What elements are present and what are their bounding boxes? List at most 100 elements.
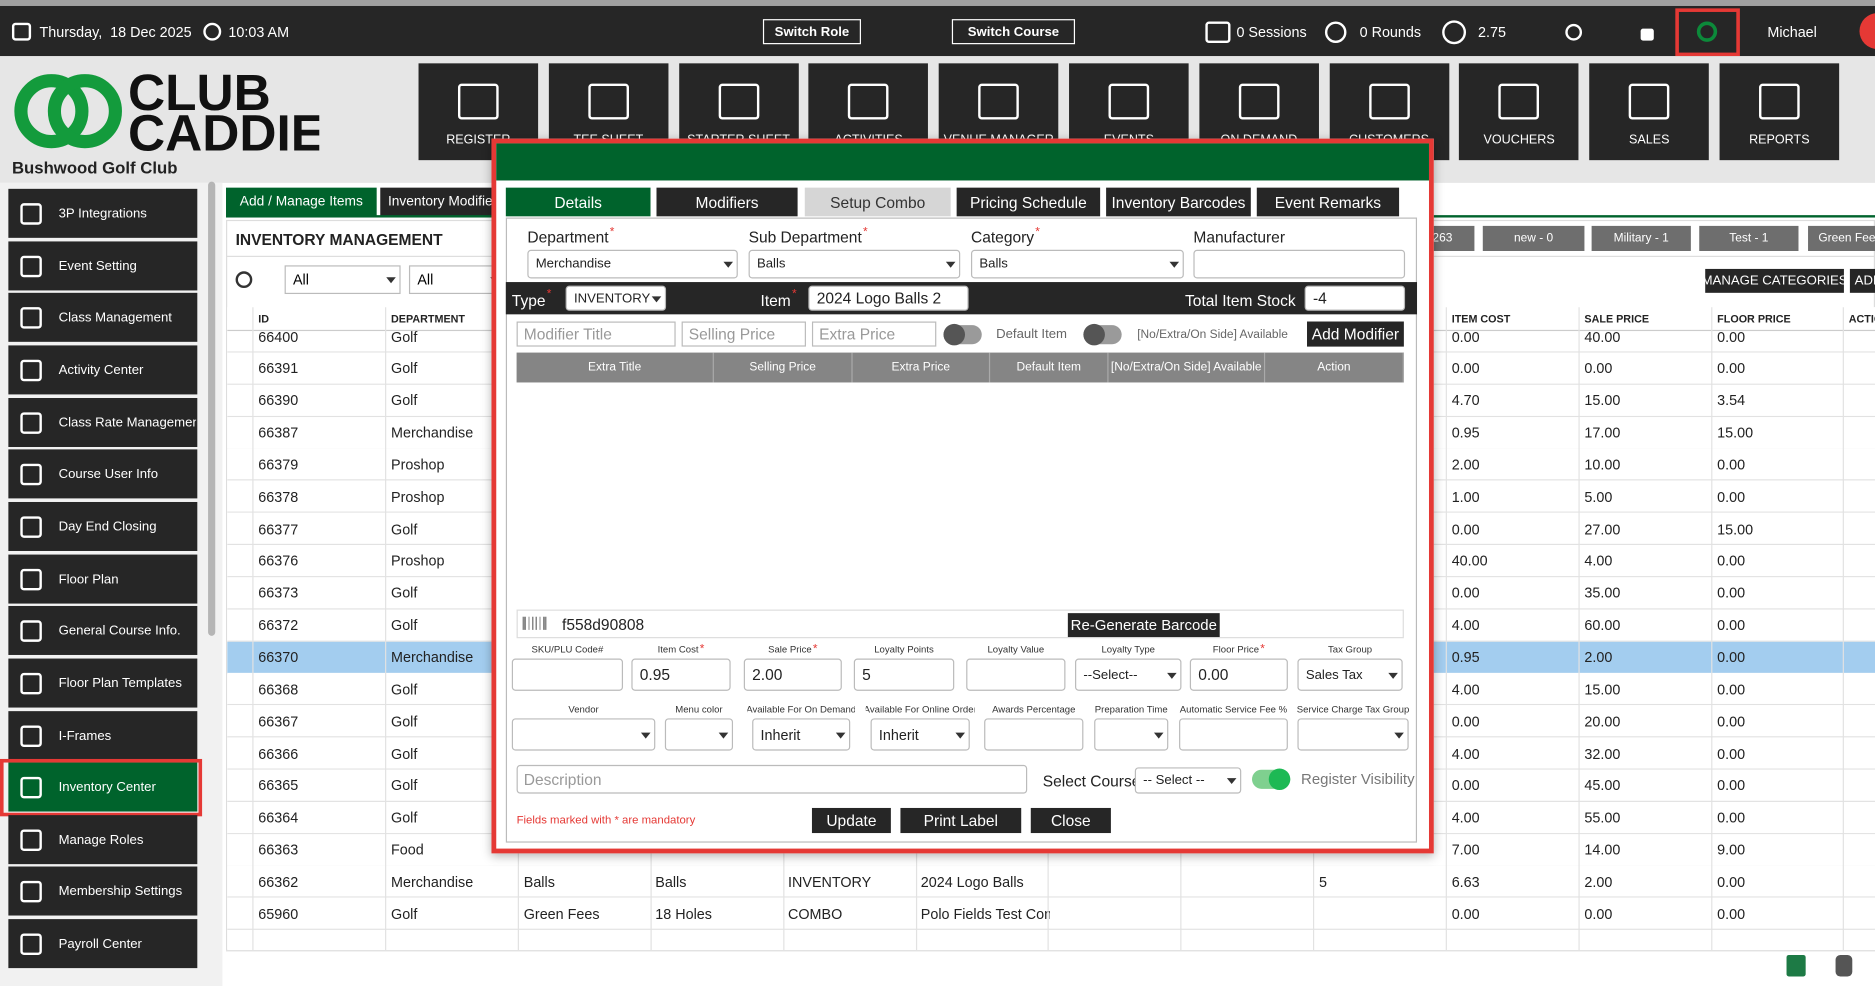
sidebar-label[interactable]: Event Setting (58, 258, 137, 274)
icon (1238, 83, 1280, 120)
modal-tab[interactable]: Setup Combo (804, 187, 951, 217)
sidebar-label[interactable]: Class Management (58, 311, 172, 326)
field-label: Item Cost * (631, 643, 730, 656)
input[interactable] (511, 658, 624, 691)
sidebar-label[interactable]: Activity Center (58, 363, 144, 378)
select[interactable]: -- Select -- (1134, 767, 1242, 794)
sidebar-label[interactable]: 3P Integrations (58, 206, 147, 222)
select[interactable]: Merchandise (527, 249, 738, 279)
caret (955, 732, 966, 739)
modal-tab[interactable]: Modifiers (656, 187, 798, 217)
page-tab[interactable]: Inventory Modifiers (380, 187, 512, 217)
add-button[interactable]: ADD (1849, 268, 1875, 293)
modal-tab[interactable]: Inventory Barcodes (1106, 187, 1251, 217)
modal-action[interactable]: Print Label (900, 807, 1022, 834)
select[interactable] (1297, 718, 1409, 751)
filter-chip[interactable]: new - 0 (1482, 225, 1585, 251)
modal-action[interactable]: Close (1030, 807, 1111, 834)
user-avatar[interactable] (1859, 13, 1875, 50)
table-cell: 2.00 (1584, 873, 1613, 891)
description-input[interactable]: Description (516, 764, 1028, 794)
sidebar-label[interactable]: Day End Closing (58, 519, 157, 535)
nav-tile[interactable] (1459, 63, 1579, 161)
filter-chip[interactable]: Military - 1 (1591, 225, 1691, 251)
table-cell: 27.00 (1584, 520, 1621, 538)
switch-course[interactable]: Switch Course (951, 19, 1076, 45)
input[interactable]: 2.00 (743, 658, 842, 691)
input[interactable]: -4 (1304, 285, 1406, 311)
settings-highlight[interactable] (1675, 8, 1740, 57)
sidebar-label[interactable]: Manage Roles (58, 832, 144, 848)
sidebar-label[interactable]: Floor Plan Templates (58, 676, 182, 691)
filter-select[interactable]: All (284, 265, 401, 295)
regenerate-barcode[interactable]: Re-Generate Barcode (1067, 613, 1220, 638)
input[interactable]: 0.00 (1189, 658, 1288, 691)
label-text: Tax Group (1327, 644, 1373, 655)
manage-categories[interactable]: MANAGE CATEGORIES (1705, 268, 1844, 293)
modal-tab[interactable]: Details (505, 187, 651, 217)
input[interactable] (1193, 249, 1406, 279)
modal-action[interactable]: Update (811, 807, 891, 834)
input[interactable]: 5 (853, 658, 955, 691)
sidebar-label[interactable]: Course User Info (58, 467, 159, 482)
nav-tile[interactable] (1719, 63, 1840, 161)
input[interactable] (984, 718, 1084, 751)
db-icon[interactable] (1835, 954, 1853, 977)
select[interactable]: Inherit (870, 718, 970, 751)
table-cell: Golf (391, 777, 418, 795)
sidebar-label[interactable]: Class Rate Management (58, 415, 197, 430)
placeholder-input[interactable]: Extra Price (811, 321, 937, 347)
select[interactable]: INVENTORY (565, 285, 667, 311)
grid-column: Extra Price (853, 352, 991, 383)
column-separator (252, 307, 254, 951)
label-text: Floor Price (1212, 644, 1260, 655)
nav-label[interactable]: VOUCHERS (1483, 132, 1555, 148)
excel-icon[interactable] (1786, 954, 1806, 977)
sidebar-label[interactable]: Membership Settings (58, 884, 183, 900)
active-highlight (0, 759, 203, 817)
input[interactable]: 0.95 (631, 658, 731, 691)
caret (1226, 778, 1237, 785)
sidebar-label[interactable]: Payroll Center (58, 937, 142, 952)
select[interactable] (511, 718, 656, 751)
select[interactable]: --Select-- (1075, 658, 1182, 691)
placeholder-input[interactable]: Modifier Title (516, 321, 676, 347)
switch-role[interactable]: Switch Role (762, 19, 861, 45)
select[interactable]: Inherit (752, 718, 851, 751)
input[interactable] (966, 658, 1066, 691)
select[interactable]: Sales Tax (1297, 658, 1403, 691)
table-row[interactable] (227, 865, 1875, 899)
filter-chip[interactable]: Green Fees (1808, 225, 1875, 251)
sidebar-label[interactable]: General Course Info. (58, 624, 181, 639)
nav-label[interactable]: SALES (1628, 132, 1670, 148)
icon (588, 83, 629, 120)
table-cell: Proshop (391, 488, 445, 506)
nav-tile[interactable] (1589, 63, 1710, 161)
scrollbar (208, 181, 216, 636)
column-header: ITEM COST (1451, 313, 1511, 326)
field-label: Total Item Stock (1185, 288, 1305, 312)
input[interactable]: 2024 Logo Balls 2 (808, 285, 969, 311)
table-cell: 7.00 (1451, 841, 1480, 859)
sidebar-label[interactable]: Floor Plan (58, 571, 119, 587)
nav-label[interactable]: REPORTS (1749, 132, 1810, 148)
page-tab[interactable]: Add / Manage Items (226, 187, 377, 217)
user-name[interactable]: Michael (1767, 23, 1817, 41)
field-label: Category * (971, 226, 1186, 248)
sidebar-label[interactable]: Inventory Center (58, 780, 156, 795)
modal-tab[interactable]: Pricing Schedule (956, 187, 1101, 217)
required-mark: * (1260, 643, 1265, 657)
table-cell: Balls (523, 873, 555, 891)
select[interactable]: Balls (970, 249, 1184, 279)
modal-tab[interactable]: Event Remarks (1256, 187, 1400, 217)
table-cell: COMBO (788, 905, 843, 923)
input[interactable] (1179, 718, 1288, 751)
select[interactable]: Balls (748, 249, 961, 279)
filter-chip[interactable]: Test - 1 (1699, 225, 1799, 251)
add-modifier[interactable]: Add Modifier (1307, 321, 1404, 347)
table-row[interactable] (227, 897, 1875, 931)
field-value: -- Select -- (1143, 773, 1205, 788)
placeholder-input[interactable]: Selling Price (681, 321, 806, 347)
sidebar-label[interactable]: I-Frames (58, 728, 112, 743)
